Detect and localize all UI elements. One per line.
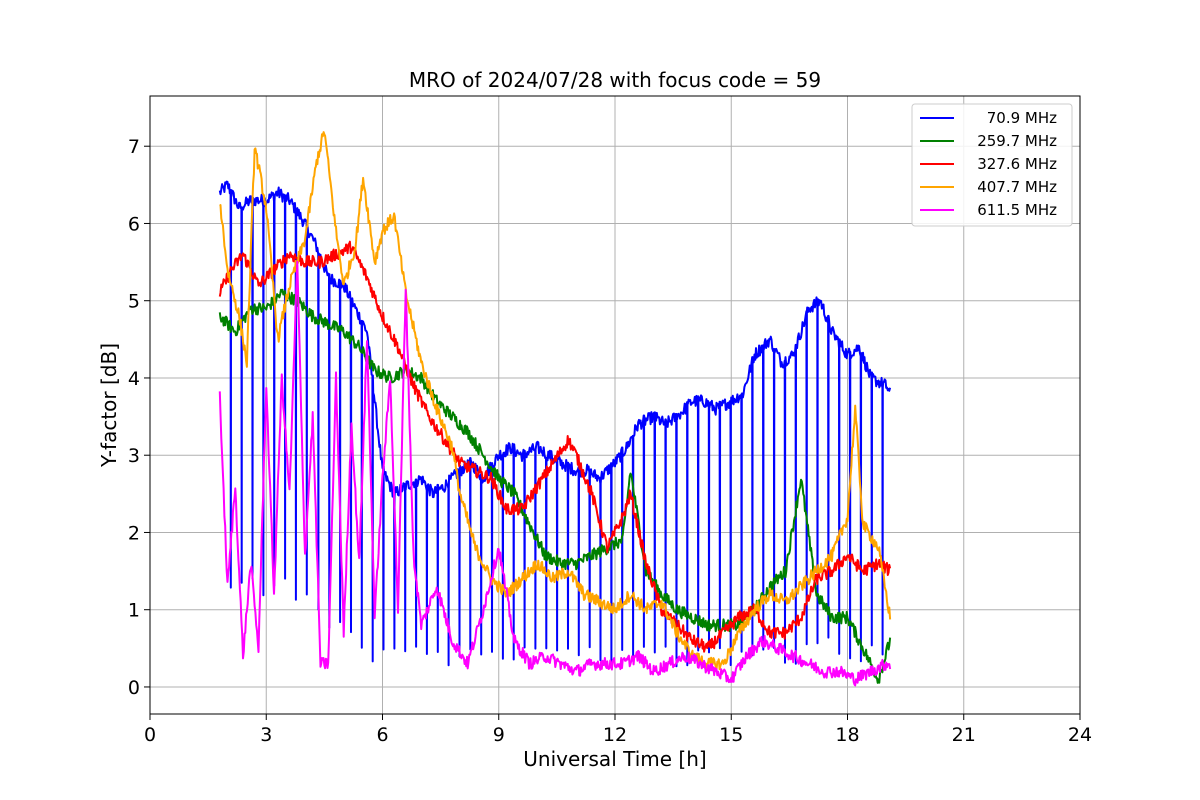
legend-entry: 407.7 MHz	[977, 178, 1057, 196]
x-tick-label: 0	[144, 724, 156, 746]
x-tick-label: 24	[1068, 724, 1092, 746]
x-tick-label: 12	[603, 724, 627, 746]
y-tick-label: 6	[128, 213, 140, 235]
legend-entry: 611.5 MHz	[977, 201, 1057, 219]
y-tick-label: 7	[128, 136, 140, 158]
x-tick-label: 21	[952, 724, 976, 746]
y-axis-label: Y-factor [dB]	[97, 343, 121, 468]
series-line-2	[218, 240, 892, 653]
series-layer	[218, 131, 892, 687]
y-tick-label: 1	[128, 600, 140, 622]
x-tick-label: 9	[493, 724, 505, 746]
y-tick-label: 3	[128, 445, 140, 467]
x-axis-label: Universal Time [h]	[523, 747, 706, 771]
legend-entry: 259.7 MHz	[977, 132, 1057, 150]
y-tick-label: 0	[128, 677, 140, 699]
series-line-1	[218, 288, 892, 684]
legend-entry: 70.9 MHz	[987, 109, 1057, 127]
x-tick-label: 18	[835, 724, 859, 746]
chart-title: MRO of 2024/07/28 with focus code = 59	[409, 68, 821, 92]
legend-box	[911, 103, 1073, 227]
y-tick-label: 5	[128, 291, 140, 313]
x-tick-label: 15	[719, 724, 743, 746]
y-tick-label: 2	[128, 522, 140, 544]
x-tick-label: 3	[260, 724, 272, 746]
series-line-3	[219, 131, 892, 671]
x-tick-label: 6	[376, 724, 388, 746]
legend: 70.9 MHz 259.7 MHz 327.6 MHz 407.7 MHz 611.5…	[911, 103, 1073, 227]
legend-entry: 327.6 MHz	[977, 155, 1057, 173]
y-tick-label: 4	[128, 368, 140, 390]
series-line-4	[218, 260, 892, 687]
